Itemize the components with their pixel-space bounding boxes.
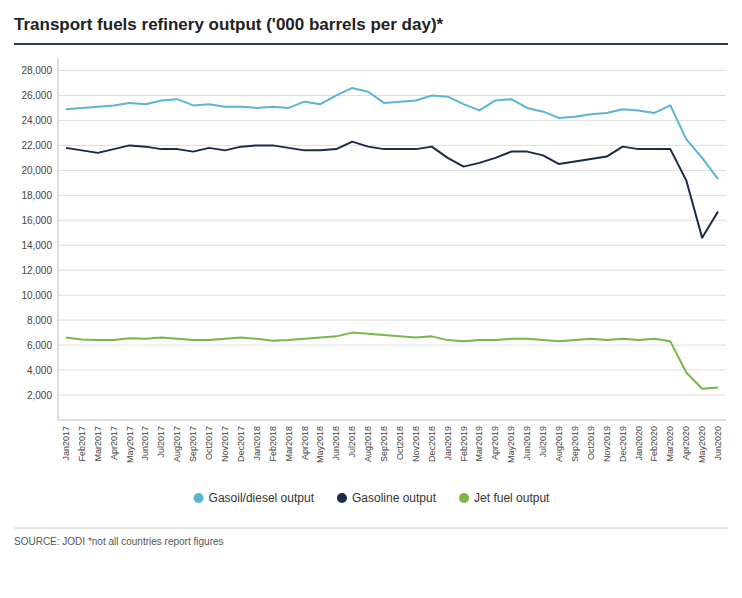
- y-tick-label: 14,000: [21, 240, 52, 251]
- legend-swatch: [337, 493, 347, 503]
- y-axis-line: [58, 58, 59, 420]
- x-tick-label: Apr2018: [300, 426, 310, 460]
- x-tick-label: Jan2019: [443, 426, 453, 461]
- lines: [66, 88, 718, 389]
- x-tick-label: Sep2018: [379, 426, 389, 462]
- x-tick-label: Dec2017: [236, 426, 246, 462]
- x-tick-label: Apr2020: [681, 426, 691, 460]
- x-tick-label: Aug2017: [172, 426, 182, 462]
- x-tick-label: Mar2020: [665, 426, 675, 462]
- y-tick-label: 8,000: [27, 315, 52, 326]
- y-tick-label: 10,000: [21, 290, 52, 301]
- grid-line: [58, 95, 726, 96]
- grid-line: [58, 395, 726, 396]
- x-tick-label: Oct2017: [204, 426, 214, 460]
- grid-line: [58, 320, 726, 321]
- x-tick-label: May2019: [506, 426, 516, 463]
- legend: Gasoil/diesel output Gasoline output Jet f…: [194, 491, 551, 505]
- x-tick-label: Aug2018: [363, 426, 373, 462]
- grid-line: [58, 370, 726, 371]
- grid-line: [58, 145, 726, 146]
- y-tick-label: 22,000: [21, 140, 52, 151]
- x-tick-label: Feb2018: [268, 426, 278, 462]
- x-tick-label: Feb2017: [77, 426, 87, 462]
- series-line: [66, 142, 718, 238]
- x-tick-label: Jul2017: [156, 426, 166, 458]
- x-tick-label: Jul2018: [347, 426, 357, 458]
- y-tick-label: 28,000: [21, 65, 52, 76]
- y-tick-label: 16,000: [21, 215, 52, 226]
- x-tick-label: Oct2019: [586, 426, 596, 460]
- x-tick-label: Jun2020: [713, 426, 723, 461]
- y-tick-label: 4,000: [27, 365, 52, 376]
- grid-line: [58, 245, 726, 246]
- title-rule: [14, 43, 728, 45]
- y-tick-label: 20,000: [21, 165, 52, 176]
- grid-line: [58, 120, 726, 121]
- x-tick-label: Mar2019: [474, 426, 484, 462]
- x-tick-label: Feb2020: [649, 426, 659, 462]
- series-line: [66, 333, 718, 389]
- y-tick-label: 2,000: [27, 390, 52, 401]
- title: Transport fuels refinery output ('000 ba…: [14, 15, 444, 34]
- x-tick-label: May2018: [315, 426, 325, 463]
- x-tick-label: Jun2018: [331, 426, 341, 461]
- x-tick-label: Jan2020: [634, 426, 644, 461]
- x-tick-label: Mar2017: [93, 426, 103, 462]
- x-tick-label: Aug2019: [554, 426, 564, 462]
- legend-item: Jet fuel output: [459, 491, 550, 505]
- source-note: SOURCE: JODI *not all countries report f…: [14, 536, 224, 547]
- x-tick-label: Feb2019: [459, 426, 469, 462]
- chart: Transport fuels refinery output ('000 ba…: [0, 0, 742, 598]
- x-tick-label: Jun2017: [140, 426, 150, 461]
- grid-line: [58, 170, 726, 171]
- x-tick-label: Sep2017: [188, 426, 198, 462]
- grid-line: [58, 220, 726, 221]
- legend-swatch: [194, 493, 204, 503]
- x-tick-label: Jan2017: [61, 426, 71, 461]
- y-tick-label: 26,000: [21, 90, 52, 101]
- y-tick-label: 18,000: [21, 190, 52, 201]
- x-tick-label: Nov2019: [602, 426, 612, 462]
- y-tick-label: 24,000: [21, 115, 52, 126]
- y-tick-labels: 2,000 4,000 6,000 8,000 10,000 12,000 14,000 16…: [21, 65, 52, 401]
- x-tick-label: Dec2018: [427, 426, 437, 462]
- grid-line: [58, 270, 726, 271]
- x-tick-label: Jul2019: [538, 426, 548, 458]
- grid-line: [58, 345, 726, 346]
- y-grid: [58, 70, 726, 395]
- x-tick-label: Nov2018: [411, 426, 421, 462]
- x-tick-label: Nov2017: [220, 426, 230, 462]
- grid-line: [58, 70, 726, 71]
- x-tick-label: Sep2019: [570, 426, 580, 462]
- legend-item: Gasoil/diesel output: [194, 491, 315, 505]
- legend-item: Gasoline output: [337, 491, 437, 505]
- x-tick-label: Mar2018: [284, 426, 294, 462]
- x-tick-label: Jan2018: [252, 426, 262, 461]
- x-tick-label: May2020: [697, 426, 707, 463]
- x-axis-line: [58, 420, 726, 421]
- legend-swatch: [459, 493, 469, 503]
- grid-line: [58, 295, 726, 296]
- source-rule: [14, 528, 728, 529]
- y-tick-label: 12,000: [21, 265, 52, 276]
- legend-label: Jet fuel output: [474, 491, 550, 505]
- x-tick-label: Apr2017: [109, 426, 119, 460]
- x-tick-labels: Jan2017 Feb2017 Mar2017 Apr2017 May2017 Jun20…: [61, 426, 723, 463]
- legend-label: Gasoline output: [352, 491, 437, 505]
- y-tick-label: 6,000: [27, 340, 52, 351]
- grid-line: [58, 195, 726, 196]
- x-tick-label: May2017: [125, 426, 135, 463]
- legend-label: Gasoil/diesel output: [209, 491, 315, 505]
- x-tick-label: Oct2018: [395, 426, 405, 460]
- x-tick-label: Jun2019: [522, 426, 532, 461]
- x-tick-label: Apr2019: [490, 426, 500, 460]
- series-line: [66, 88, 718, 179]
- x-tick-label: Dec2019: [618, 426, 628, 462]
